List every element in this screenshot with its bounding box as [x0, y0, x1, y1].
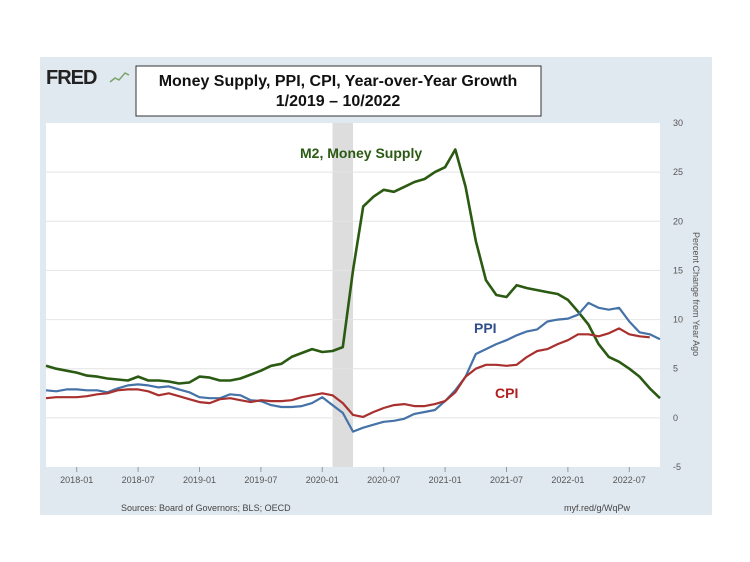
x-tick-label: 2018-07 — [122, 475, 155, 485]
series-label-cpi: CPI — [495, 385, 518, 401]
x-tick-label: 2020-01 — [306, 475, 339, 485]
series-line-ppi — [45, 301, 661, 433]
y-tick-label: 10 — [673, 315, 683, 325]
x-tick-label: 2020-07 — [367, 475, 400, 485]
series-line-m2 — [45, 148, 661, 400]
chart-title: Money Supply, PPI, CPI, Year-over-Year G… — [159, 73, 518, 90]
short-url-link[interactable]: myf.red/g/WqPw — [564, 503, 631, 513]
x-tick-label: 2019-07 — [244, 475, 277, 485]
series-label-m2: M2, Money Supply — [300, 145, 422, 161]
y-tick-label: 20 — [673, 216, 683, 226]
x-tick-label: 2022-01 — [551, 475, 584, 485]
x-tick-label: 2022-07 — [613, 475, 646, 485]
fred-logo-graph-icon — [109, 72, 130, 83]
sources-text: Sources: Board of Governors; BLS; OECD — [121, 503, 291, 513]
y-tick-label: -5 — [673, 462, 681, 472]
y-tick-label: 15 — [673, 265, 683, 275]
y-axis-label: Percent Change from Year Ago — [691, 232, 701, 356]
recession-band — [332, 123, 353, 467]
x-tick-label: 2019-01 — [183, 475, 216, 485]
series-line-cpi — [45, 327, 650, 418]
fred-logo-text: FRED — [46, 67, 97, 89]
y-tick-label: 5 — [673, 364, 678, 374]
x-tick-label: 2021-01 — [429, 475, 462, 485]
series-label-ppi: PPI — [474, 320, 497, 336]
y-tick-label: 30 — [673, 118, 683, 128]
y-tick-label: 0 — [673, 413, 678, 423]
title-box — [135, 65, 542, 117]
x-tick-label: 2018-01 — [60, 475, 93, 485]
y-tick-label: 25 — [673, 167, 683, 177]
fred-logo[interactable]: FRED — [46, 67, 130, 89]
x-tick-label: 2021-07 — [490, 475, 523, 485]
chart-subtitle-date-range: 1/2019 – 10/2022 — [276, 93, 401, 110]
